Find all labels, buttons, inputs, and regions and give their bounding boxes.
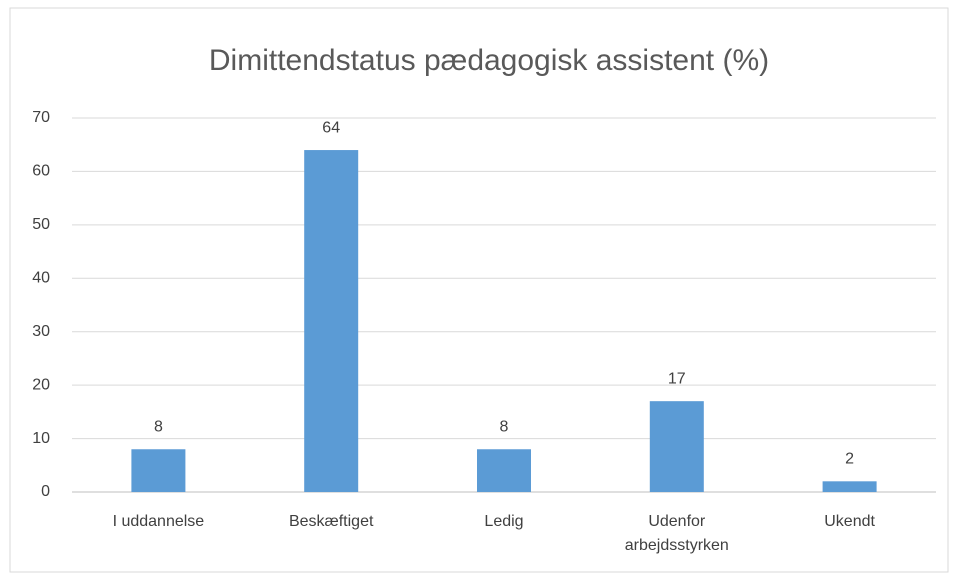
data-label: 64 (322, 119, 340, 136)
bar (304, 150, 359, 493)
bar (131, 449, 186, 492)
bar (649, 401, 704, 492)
y-tick-label: 50 (32, 216, 50, 233)
y-tick-label: 0 (41, 483, 50, 500)
data-label: 2 (845, 451, 854, 468)
x-tick-label: I uddannelse (112, 513, 205, 530)
data-label: 17 (668, 370, 686, 387)
y-tick-label: 40 (32, 270, 50, 287)
data-label: 8 (500, 418, 509, 435)
y-tick-label: 60 (32, 163, 50, 180)
x-tick-label: Udenfor arbejdsstyrken (624, 513, 729, 554)
data-label: 8 (154, 418, 163, 435)
bar (822, 481, 877, 492)
chart-title: Dimittendstatus pædagogisk assistent (%) (209, 44, 769, 77)
x-tick-label: Ledig (484, 513, 524, 530)
y-tick-label: 10 (32, 430, 50, 447)
y-tick-label: 30 (32, 323, 50, 340)
y-tick-label: 70 (32, 109, 50, 126)
x-tick-label: Ukendt (824, 513, 875, 530)
y-tick-label: 20 (32, 376, 50, 393)
x-tick-label: Beskæftiget (288, 513, 374, 530)
bar (477, 449, 531, 492)
